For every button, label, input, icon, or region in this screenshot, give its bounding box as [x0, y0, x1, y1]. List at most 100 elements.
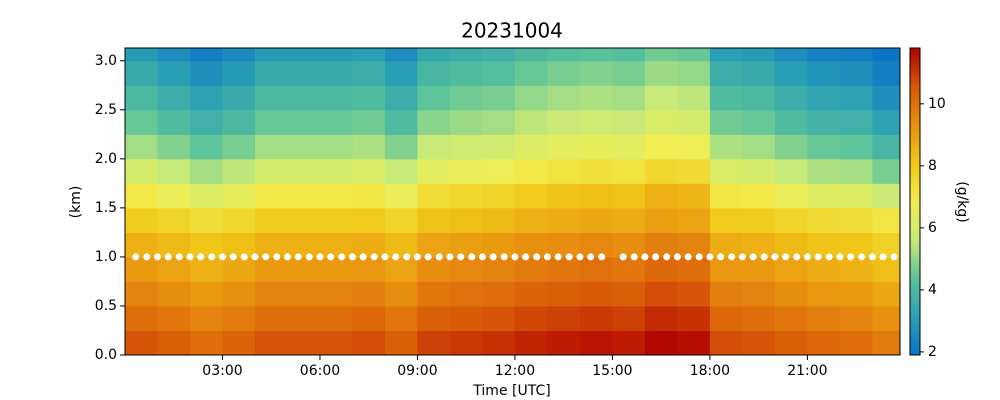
colorbar-label: (g/kg) [954, 181, 970, 223]
marker [229, 253, 237, 261]
marker [717, 253, 725, 261]
heatmap-cell [254, 183, 288, 209]
heatmap-cell [709, 207, 743, 233]
heatmap-cell [254, 305, 288, 331]
heatmap-cell [872, 305, 900, 331]
heatmap-cell [482, 281, 516, 307]
heatmap-cell [319, 330, 353, 355]
heatmap-cell [384, 158, 418, 184]
heatmap-cell [547, 281, 581, 307]
heatmap-cell [449, 60, 483, 86]
heatmap-cell [612, 183, 646, 209]
marker [771, 253, 779, 261]
heatmap-cell [579, 207, 613, 233]
heatmap-cell [157, 330, 191, 355]
heatmap-cell [157, 85, 191, 111]
marker [565, 253, 573, 261]
marker [663, 253, 671, 261]
marker [283, 253, 291, 261]
marker [598, 253, 606, 261]
heatmap-cell [774, 183, 808, 209]
marker [392, 253, 400, 261]
heatmap-cell [872, 134, 900, 160]
x-tick-label: 15:00 [592, 363, 632, 379]
heatmap-cell [872, 48, 900, 62]
heatmap-cell [644, 256, 678, 282]
heatmap-cell [774, 305, 808, 331]
heatmap-cell [677, 48, 711, 62]
heatmap-cell [254, 109, 288, 135]
heatmap-cell [644, 305, 678, 331]
heatmap-cell [482, 158, 516, 184]
heatmap-cell [157, 109, 191, 135]
marker [446, 253, 454, 261]
marker [370, 253, 378, 261]
y-tick-label: 0.0 [95, 347, 117, 363]
colorbar: 2 4 6 8 10 [909, 47, 946, 360]
heatmap-cell [612, 207, 646, 233]
heatmap-cell [417, 109, 451, 135]
heatmap-cell [125, 281, 158, 307]
heatmap-cell [644, 183, 678, 209]
marker [533, 253, 541, 261]
heatmap-cell [579, 48, 613, 62]
heatmap-cell [222, 158, 256, 184]
heatmap-cell [742, 60, 776, 86]
colorbar-scale [909, 47, 921, 356]
marker [738, 253, 746, 261]
heatmap-cell [449, 330, 483, 355]
heatmap-cell [872, 281, 900, 307]
marker [868, 253, 876, 261]
heatmap-cell [742, 256, 776, 282]
heatmap-cell [319, 134, 353, 160]
heatmap-cell [514, 60, 548, 86]
heatmap-cell [644, 281, 678, 307]
heatmap-cell [384, 330, 418, 355]
heatmap-cell [417, 330, 451, 355]
heatmap-cell [644, 232, 678, 258]
heatmap-cell [839, 256, 873, 282]
heatmap-cell [287, 158, 321, 184]
heatmap-cell [612, 48, 646, 62]
marker [197, 253, 205, 261]
heatmap-cell [579, 183, 613, 209]
marker [338, 253, 346, 261]
marker [749, 253, 757, 261]
heatmap-cell [612, 281, 646, 307]
heatmap-cell [579, 330, 613, 355]
heatmap-cell [157, 232, 191, 258]
heatmap-cell [157, 256, 191, 282]
heatmap-cell [254, 60, 288, 86]
marker [825, 253, 833, 261]
marker [478, 253, 486, 261]
heatmap-cell [254, 48, 288, 62]
heatmap-cell [774, 330, 808, 355]
heatmap-cell [254, 158, 288, 184]
heatmap-cell [547, 158, 581, 184]
heatmap-cell [514, 232, 548, 258]
heatmap-cell [839, 158, 873, 184]
marker [793, 253, 801, 261]
heatmap-cell [319, 85, 353, 111]
heatmap-cell [417, 85, 451, 111]
heatmap-cell [189, 60, 223, 86]
heatmap-cell [384, 281, 418, 307]
marker [890, 253, 898, 261]
marker [489, 253, 497, 261]
heatmap-cell [677, 109, 711, 135]
heatmap-cell [644, 48, 678, 62]
heatmap-cell [742, 85, 776, 111]
heatmap-cell [482, 207, 516, 233]
heatmap-cell [449, 48, 483, 62]
heatmap-cell [222, 48, 256, 62]
heatmap-cell [547, 60, 581, 86]
heatmap-cell [417, 232, 451, 258]
heatmap-cell [384, 85, 418, 111]
heatmap-cell [709, 158, 743, 184]
heatmap-cell [157, 305, 191, 331]
heatmap-cell [612, 109, 646, 135]
y-axis-label: (km) [68, 186, 84, 219]
heatmap-cell [384, 134, 418, 160]
marker [208, 253, 216, 261]
heatmap-cell [709, 183, 743, 209]
